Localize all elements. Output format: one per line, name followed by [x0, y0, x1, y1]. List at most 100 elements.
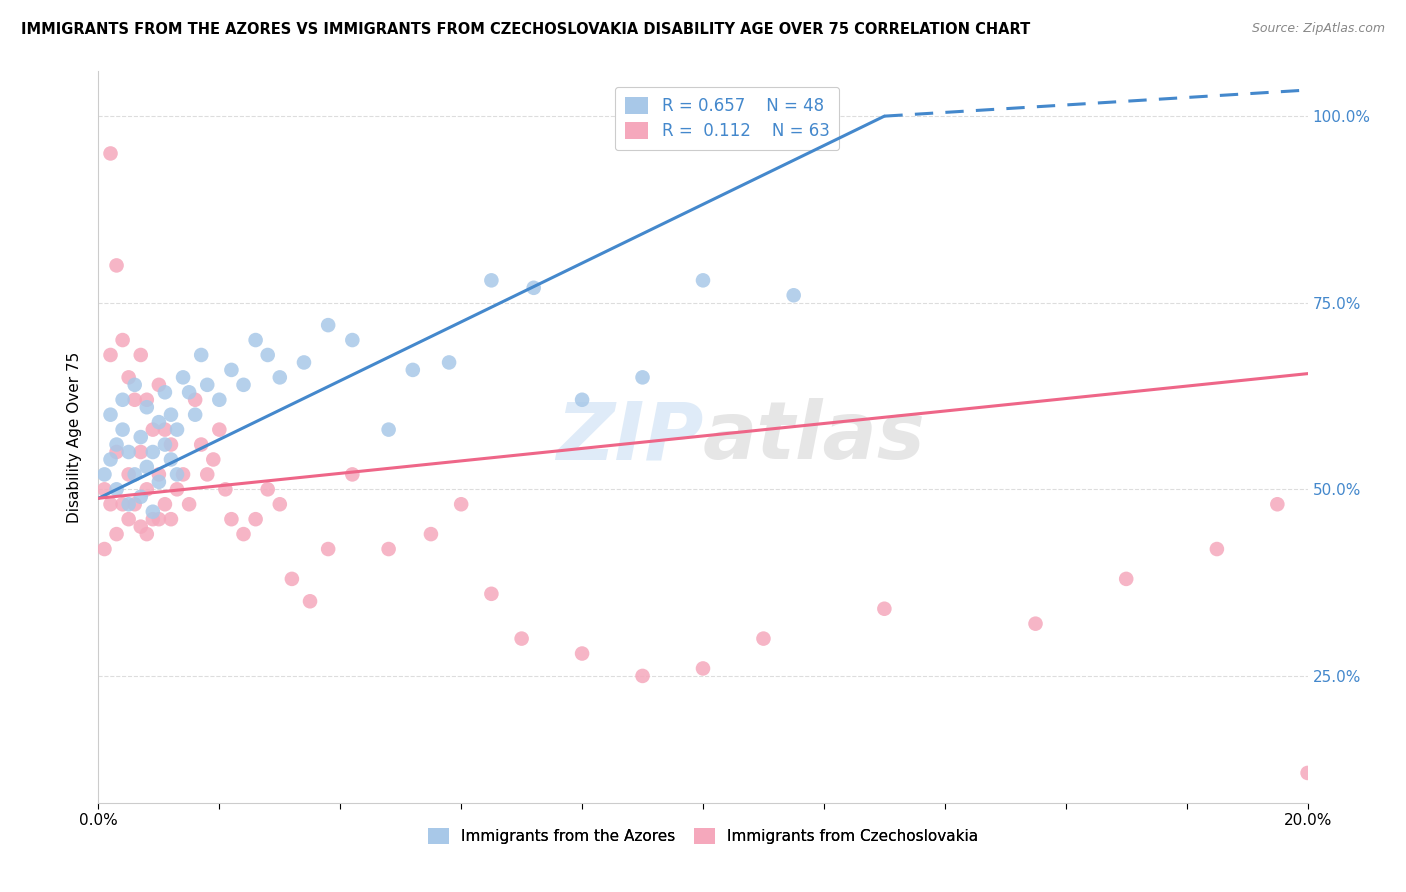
Point	[153, 385, 176, 400]
Point	[118, 445, 141, 459]
Point	[111, 423, 134, 437]
Point	[1296, 766, 1319, 780]
Point	[166, 423, 188, 437]
Point	[166, 483, 188, 497]
Point	[160, 512, 183, 526]
Point	[245, 512, 267, 526]
Text: atlas: atlas	[703, 398, 925, 476]
Point	[142, 423, 165, 437]
Point	[124, 392, 146, 407]
Text: IMMIGRANTS FROM THE AZORES VS IMMIGRANTS FROM CZECHOSLOVAKIA DISABILITY AGE OVER: IMMIGRANTS FROM THE AZORES VS IMMIGRANTS…	[21, 22, 1031, 37]
Point	[208, 423, 231, 437]
Point	[1267, 497, 1289, 511]
Point	[190, 437, 212, 451]
Point	[195, 377, 218, 392]
Point	[232, 377, 254, 392]
Y-axis label: Disability Age Over 75: Disability Age Over 75	[67, 351, 83, 523]
Point	[179, 385, 201, 400]
Point	[571, 392, 593, 407]
Point	[166, 467, 188, 482]
Point	[135, 483, 157, 497]
Point	[292, 355, 315, 369]
Point	[135, 527, 157, 541]
Point	[100, 452, 122, 467]
Point	[142, 445, 165, 459]
Point	[1206, 542, 1229, 557]
Point	[100, 348, 122, 362]
Point	[190, 348, 212, 362]
Point	[299, 594, 322, 608]
Point	[172, 370, 194, 384]
Point	[129, 430, 152, 444]
Point	[450, 497, 472, 511]
Point	[153, 437, 176, 451]
Point	[1024, 616, 1046, 631]
Point	[269, 370, 291, 384]
Point	[316, 318, 339, 332]
Point	[111, 392, 134, 407]
Point	[523, 281, 546, 295]
Point	[129, 490, 152, 504]
Point	[93, 542, 115, 557]
Point	[124, 377, 146, 392]
Point	[631, 370, 654, 384]
Point	[100, 146, 122, 161]
Point	[377, 423, 399, 437]
Point	[160, 408, 183, 422]
Point	[105, 259, 128, 273]
Point	[256, 348, 278, 362]
Point	[148, 512, 170, 526]
Point	[100, 408, 122, 422]
Point	[148, 377, 170, 392]
Point	[142, 512, 165, 526]
Point	[316, 542, 339, 557]
Point	[111, 333, 134, 347]
Point	[1115, 572, 1137, 586]
Point	[202, 452, 225, 467]
Point	[692, 273, 714, 287]
Point	[873, 601, 896, 615]
Point	[377, 542, 399, 557]
Legend: Immigrants from the Azores, Immigrants from Czechoslovakia: Immigrants from the Azores, Immigrants f…	[422, 822, 984, 850]
Point	[481, 587, 503, 601]
Point	[105, 483, 128, 497]
Point	[437, 355, 460, 369]
Point	[93, 483, 115, 497]
Point	[160, 437, 183, 451]
Point	[256, 483, 278, 497]
Point	[129, 348, 152, 362]
Point	[135, 401, 157, 415]
Text: ZIP: ZIP	[555, 398, 703, 476]
Point	[153, 423, 176, 437]
Point	[135, 392, 157, 407]
Point	[142, 505, 165, 519]
Point	[135, 459, 157, 474]
Point	[105, 527, 128, 541]
Point	[100, 497, 122, 511]
Point	[124, 497, 146, 511]
Point	[111, 497, 134, 511]
Point	[105, 437, 128, 451]
Point	[510, 632, 533, 646]
Point	[571, 647, 593, 661]
Point	[118, 512, 141, 526]
Point	[105, 445, 128, 459]
Point	[153, 497, 176, 511]
Point	[752, 632, 775, 646]
Point	[481, 273, 503, 287]
Point	[281, 572, 304, 586]
Point	[692, 661, 714, 675]
Point	[148, 467, 170, 482]
Point	[342, 333, 364, 347]
Point	[118, 370, 141, 384]
Point	[184, 392, 207, 407]
Point	[402, 363, 425, 377]
Point	[783, 288, 806, 302]
Text: Source: ZipAtlas.com: Source: ZipAtlas.com	[1251, 22, 1385, 36]
Point	[184, 408, 207, 422]
Point	[208, 392, 231, 407]
Point	[221, 512, 243, 526]
Point	[221, 363, 243, 377]
Point	[232, 527, 254, 541]
Point	[124, 467, 146, 482]
